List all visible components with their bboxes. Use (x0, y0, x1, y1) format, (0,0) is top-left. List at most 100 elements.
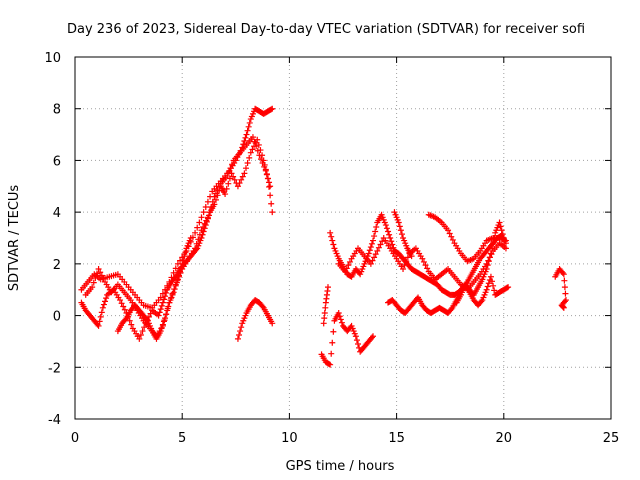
data-point (95, 266, 102, 273)
data-point (92, 275, 99, 282)
data-point (237, 328, 244, 335)
data-point (502, 237, 509, 244)
axis-ticks: 0 5 10 15 20 25 -4 -2 0 2 4 6 8 10 (44, 51, 619, 446)
x-tick-label: 10 (281, 431, 298, 446)
data-point (202, 203, 209, 210)
data-point (267, 192, 274, 199)
data-point (342, 268, 349, 275)
data-point (257, 147, 264, 154)
data-point (369, 257, 376, 264)
data-point (156, 309, 163, 316)
data-point (562, 290, 569, 297)
data-point (353, 337, 360, 344)
data-point (328, 233, 335, 240)
data-point (212, 190, 219, 197)
data-point (419, 255, 426, 262)
data-point (160, 296, 167, 303)
data-point (255, 141, 262, 148)
plot-frame (74, 56, 612, 420)
data-point (379, 238, 386, 245)
data-point (165, 303, 172, 310)
data-point (209, 198, 216, 205)
data-point (194, 224, 201, 231)
data-point (193, 246, 200, 253)
data-point (195, 236, 202, 243)
data-point (403, 258, 410, 265)
x-tick-label: 20 (496, 431, 513, 446)
data-point (352, 333, 359, 340)
data-point (225, 169, 232, 176)
series-track-m (453, 273, 512, 309)
data-point (178, 264, 185, 271)
series-track-a (78, 105, 276, 311)
data-point (371, 233, 378, 240)
data-point (177, 268, 184, 275)
data-point (192, 245, 199, 252)
data-point (234, 335, 241, 342)
data-point (502, 245, 509, 252)
data-point (263, 171, 270, 178)
y-tick-label: -2 (48, 361, 61, 376)
data-point (206, 209, 213, 216)
data-point (136, 335, 143, 342)
data-point (98, 272, 105, 279)
x-tick-label: 15 (388, 431, 405, 446)
data-point (242, 134, 249, 141)
data-point (211, 193, 218, 200)
data-point (449, 236, 456, 243)
data-point (401, 262, 408, 269)
data-point (328, 350, 335, 357)
data-point (244, 160, 251, 167)
data-point (445, 227, 452, 234)
data-point (337, 316, 344, 323)
data-point (324, 284, 331, 291)
data-point (485, 280, 492, 287)
data-point (244, 127, 251, 134)
data-point (160, 318, 167, 325)
data-point (204, 214, 211, 221)
data-point (89, 284, 96, 291)
data-point (560, 304, 567, 311)
data-point (241, 170, 248, 177)
x-tick-label: 0 (71, 431, 79, 446)
data-point (196, 231, 203, 238)
grid-lines (75, 57, 611, 419)
data-point (372, 251, 379, 258)
data-point (121, 306, 128, 313)
data-point (164, 307, 171, 314)
data-point (389, 241, 396, 248)
data-point (94, 321, 101, 328)
data-point (448, 306, 455, 313)
data-point (97, 313, 104, 320)
data-point (498, 227, 505, 234)
data-point (99, 304, 106, 311)
data-point (422, 262, 429, 269)
data-point (196, 219, 203, 226)
series-track-l (425, 211, 509, 265)
data-point (181, 253, 188, 260)
data-point (236, 180, 243, 187)
data-point (246, 119, 253, 126)
data-point (172, 282, 179, 289)
data-point (491, 287, 498, 294)
x-axis-label: GPS time / hours (286, 459, 395, 474)
x-tick-label: 25 (603, 431, 620, 446)
data-point (370, 333, 377, 340)
data-point (238, 324, 245, 331)
data-point (269, 105, 276, 112)
data-point (122, 316, 129, 323)
data-point (227, 165, 234, 172)
data-point (103, 295, 110, 302)
data-point (382, 222, 389, 229)
data-point (198, 235, 205, 241)
data-point (98, 309, 105, 316)
data-point (365, 250, 372, 257)
data-point (478, 298, 485, 305)
data-point (173, 279, 180, 286)
data-point (249, 146, 256, 153)
data-point (446, 230, 453, 237)
data-point (157, 328, 164, 335)
data-point (367, 244, 374, 251)
data-point (100, 275, 107, 282)
data-point (147, 310, 154, 317)
